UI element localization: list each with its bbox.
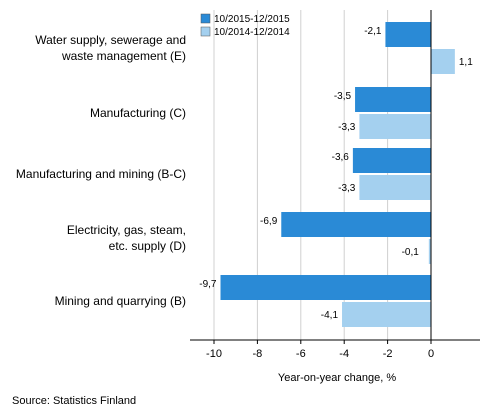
data-label: -4,1	[321, 310, 339, 321]
category-label: etc. supply (D)	[109, 239, 186, 253]
zero-axis	[190, 10, 480, 341]
data-label: -2,1	[364, 26, 382, 37]
data-label: -3,3	[338, 183, 356, 194]
legend: 10/2015-12/2015 10/2014-12/2014	[200, 13, 290, 38]
tick-label: -10	[206, 348, 222, 360]
bar-series1	[281, 212, 431, 237]
bars	[220, 22, 455, 327]
source-note: Source: Statistics Finland	[12, 395, 136, 407]
category-label: Mining and quarrying (B)	[55, 294, 186, 308]
data-label: -9,7	[199, 279, 217, 290]
tick-label: -8	[253, 348, 263, 360]
data-label: -3,3	[338, 122, 356, 133]
bar-series1	[220, 275, 431, 300]
bar-series2	[359, 114, 431, 139]
data-label: -6,9	[260, 216, 278, 227]
category-label: Manufacturing (C)	[90, 106, 186, 120]
data-label: -3,6	[332, 152, 350, 163]
data-label: -0,1	[402, 247, 420, 258]
tick-label: -2	[383, 348, 393, 360]
bar-series2	[359, 175, 431, 200]
legend-swatch	[200, 13, 211, 24]
x-axis-title: Year-on-year change, %	[278, 372, 396, 384]
bar-series1	[385, 22, 431, 47]
legend-label: 10/2015-12/2015	[214, 14, 290, 25]
bar-series1	[352, 148, 431, 173]
tick-label: 0	[428, 348, 434, 360]
legend-label: 10/2014-12/2014	[214, 27, 290, 38]
category-label: Manufacturing and mining (B-C)	[16, 167, 186, 181]
tick-label: -4	[339, 348, 349, 360]
bar-series2	[428, 239, 431, 264]
tick-label: -6	[296, 348, 306, 360]
data-labels: -2,1 -3,5 -3,6 -6,9 -9,7 1,1 -3,3 -3,3 -0,1 -4,1	[199, 26, 473, 321]
legend-swatch	[200, 26, 211, 37]
category-labels: Water supply, sewerage and waste manageme…	[16, 33, 186, 308]
category-label: Electricity, gas, steam,	[67, 223, 186, 237]
bar-series1	[355, 87, 431, 112]
data-label: -3,5	[334, 91, 352, 102]
x-axis-ticks: -10 -8 -6 -4 -2 0	[206, 340, 434, 360]
bar-series2	[342, 302, 431, 327]
category-label: waste management (E)	[61, 49, 186, 63]
bar-series2	[431, 49, 455, 74]
category-label: Water supply, sewerage and	[35, 33, 186, 47]
data-label: 1,1	[459, 57, 473, 68]
